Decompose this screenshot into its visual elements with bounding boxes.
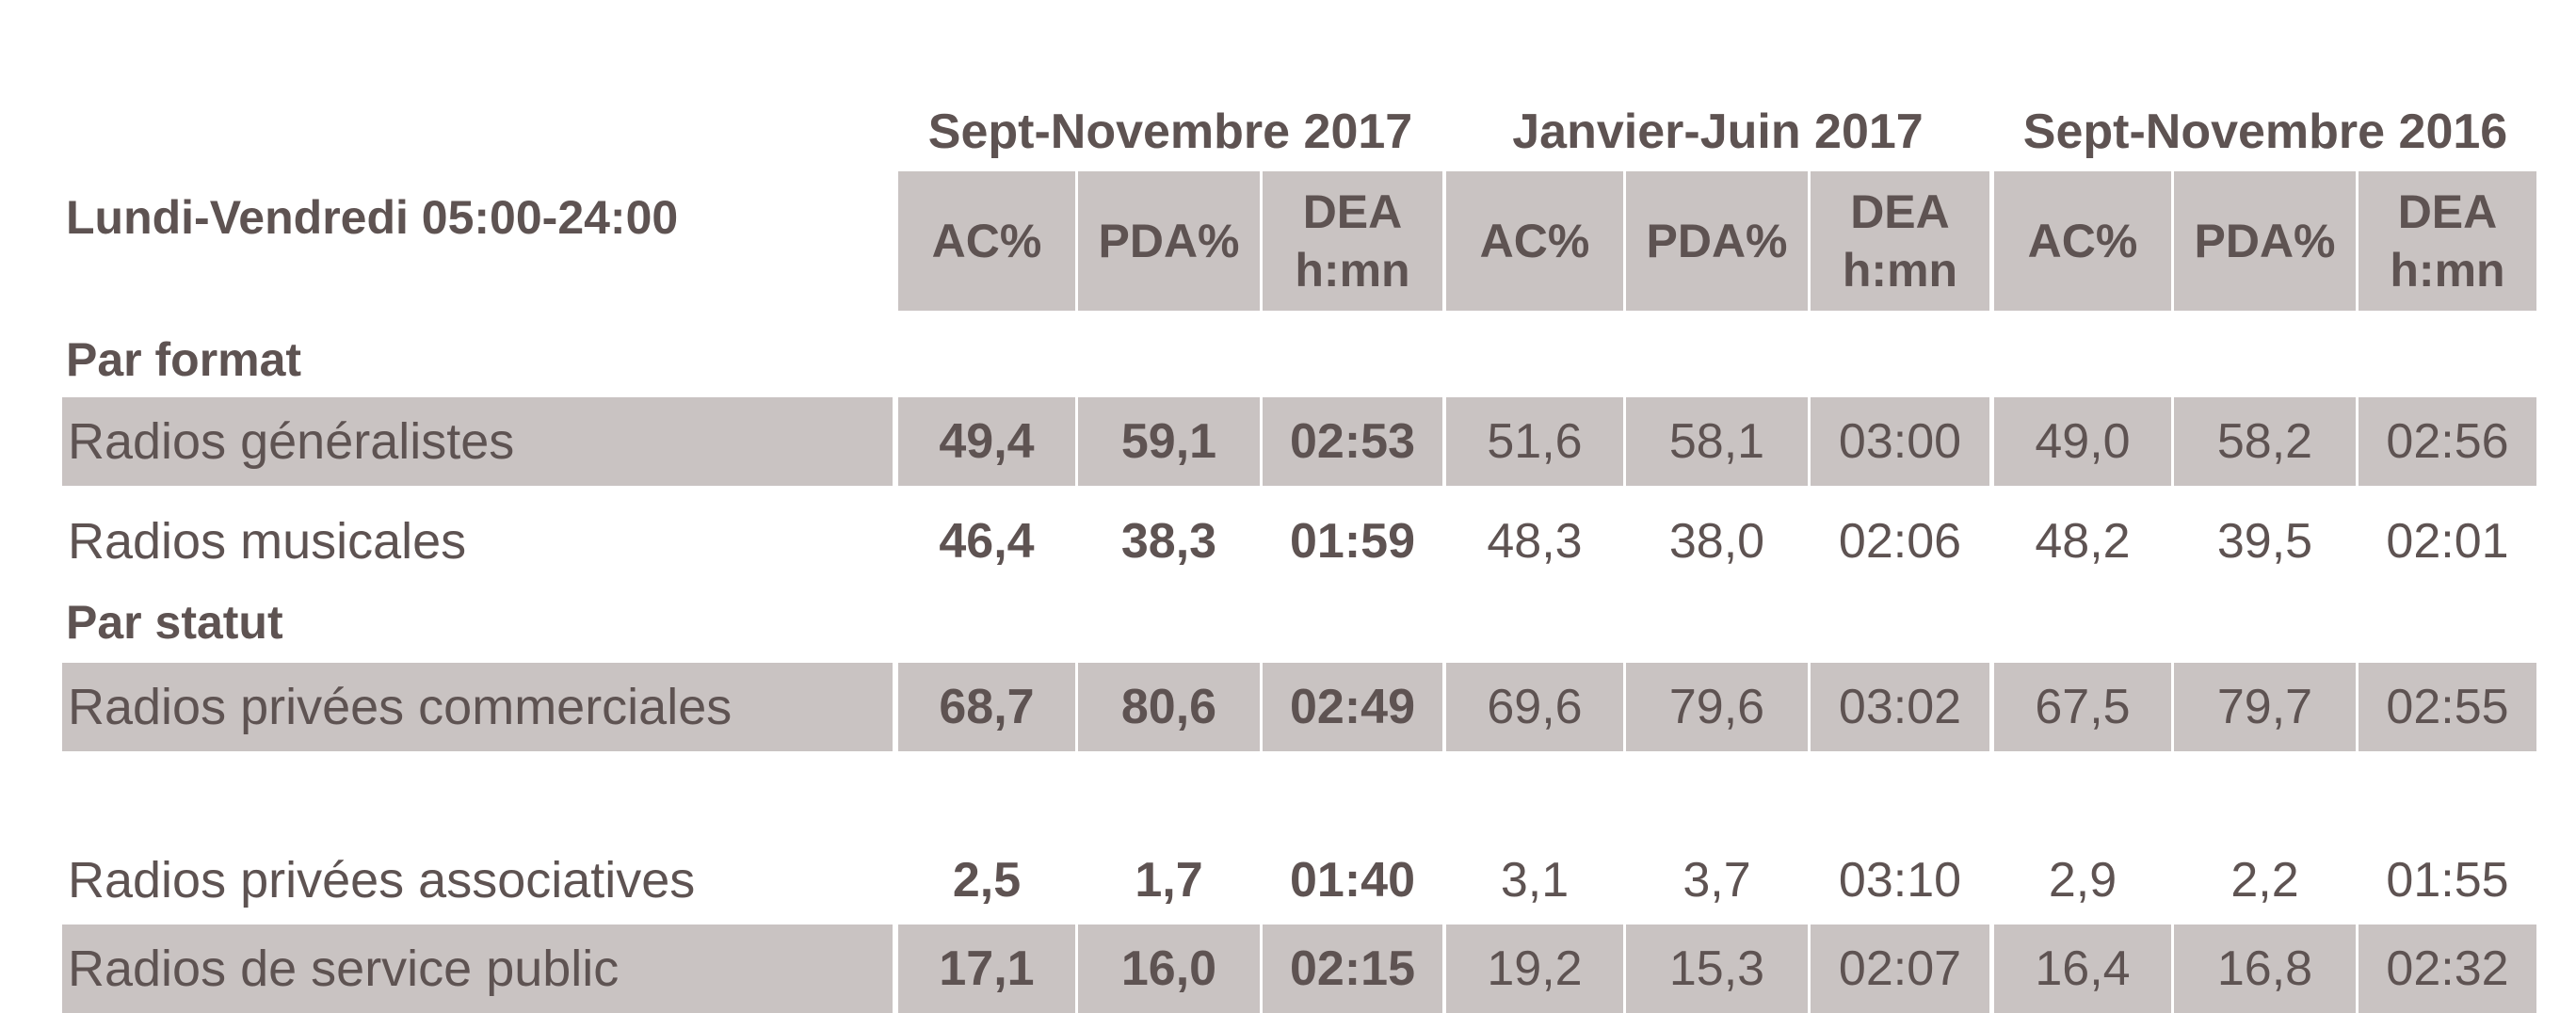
column-header: DEA h:mn: [2359, 171, 2536, 311]
column-header: AC%: [1446, 171, 1623, 311]
table-cell: 03:10: [1838, 853, 1962, 908]
table-cell: 02:01: [2386, 514, 2509, 569]
table-cell: 19,2: [1446, 925, 1623, 1013]
row-label: Radios privées associatives: [68, 852, 696, 908]
table-cell: 48,2: [2035, 514, 2131, 569]
table-cell: 2,9: [2048, 853, 2117, 908]
table-cell: 16,4: [1994, 925, 2171, 1013]
table-cell: 58,1: [1626, 397, 1808, 486]
table-cell: 02:55: [2359, 663, 2536, 751]
column-header: PDA%: [1626, 171, 1808, 311]
table-cell: 03:00: [1811, 397, 1989, 486]
table-cell: 3,7: [1682, 853, 1751, 908]
table-cell: 1,7: [1135, 853, 1203, 908]
table-cell: 39,5: [2216, 514, 2313, 569]
table-cell: 02:56: [2359, 397, 2536, 486]
table-cell: 59,1: [1078, 397, 1260, 486]
period-header: Sept-Novembre 2016: [2022, 105, 2508, 159]
column-header: DEA h:mn: [1263, 171, 1442, 311]
corner-label: Lundi-Vendredi 05:00-24:00: [66, 191, 679, 244]
table-cell: 01:40: [1290, 853, 1415, 908]
column-header: PDA%: [1078, 171, 1260, 311]
table-cell: 02:15: [1263, 925, 1442, 1013]
table-cell: 02:06: [1838, 514, 1962, 569]
row-label: Radios de service public: [62, 925, 893, 1013]
table-cell: 16,8: [2174, 925, 2356, 1013]
section-title: Par format: [66, 333, 302, 386]
table-cell: 02:53: [1263, 397, 1442, 486]
table-cell: 69,6: [1446, 663, 1623, 751]
table-cell: 48,3: [1487, 514, 1583, 569]
period-header: Janvier-Juin 2017: [1512, 105, 1924, 159]
table-cell: 79,7: [2174, 663, 2356, 751]
row-label: Radios musicales: [68, 513, 467, 570]
table-cell: 01:55: [2386, 853, 2509, 908]
row-label: Radios privées commerciales: [62, 663, 893, 751]
table-cell: 16,0: [1078, 925, 1260, 1013]
table-cell: 67,5: [1994, 663, 2171, 751]
table-cell: 80,6: [1078, 663, 1260, 751]
table-cell: 38,0: [1668, 514, 1765, 569]
table-cell: 38,3: [1120, 514, 1217, 569]
table-cell: 2,5: [952, 853, 1022, 908]
table-cell: 49,4: [898, 397, 1075, 486]
column-header: PDA%: [2174, 171, 2356, 311]
table-cell: 46,4: [939, 514, 1035, 569]
table-cell: 15,3: [1626, 925, 1808, 1013]
table-cell: 2,2: [2230, 853, 2299, 908]
table-cell: 68,7: [898, 663, 1075, 751]
table-cell: 02:32: [2359, 925, 2536, 1013]
table-cell: 51,6: [1446, 397, 1623, 486]
table-cell: 3,1: [1500, 853, 1570, 908]
column-header: AC%: [1994, 171, 2171, 311]
section-title: Par statut: [66, 596, 283, 649]
table-cell: 17,1: [898, 925, 1075, 1013]
table-cell: 49,0: [1994, 397, 2171, 486]
table-cell: 03:02: [1811, 663, 1989, 751]
column-header: DEA h:mn: [1811, 171, 1989, 311]
row-label: Radios généralistes: [62, 397, 893, 486]
table-cell: 58,2: [2174, 397, 2356, 486]
table-cell: 01:59: [1290, 514, 1415, 569]
table-cell: 02:49: [1263, 663, 1442, 751]
table-cell: 02:07: [1811, 925, 1989, 1013]
table-cell: 79,6: [1626, 663, 1808, 751]
column-header: AC%: [898, 171, 1075, 311]
period-header: Sept-Novembre 2017: [927, 105, 1413, 159]
